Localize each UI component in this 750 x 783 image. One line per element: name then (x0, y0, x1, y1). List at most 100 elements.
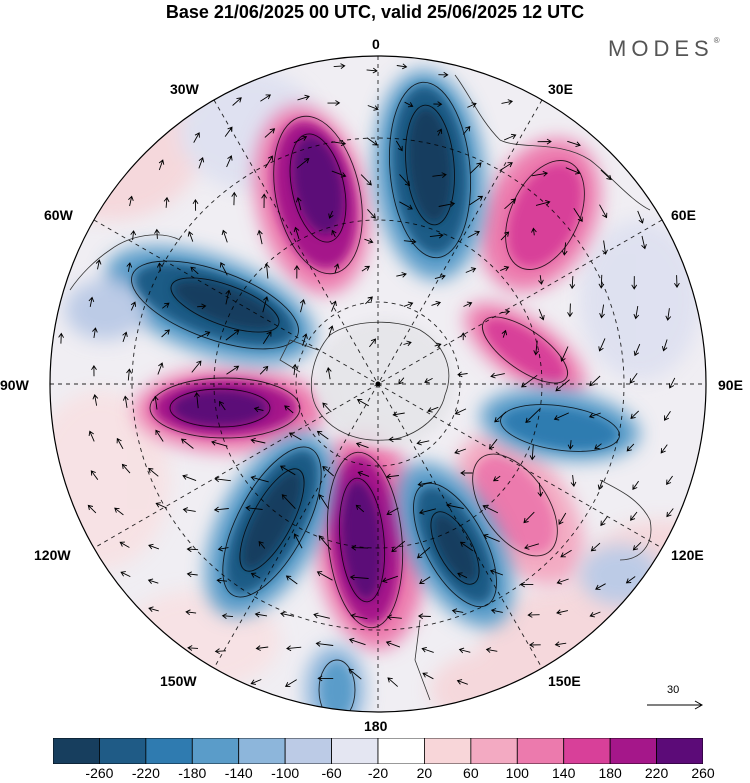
colorbar-tick-label: 260 (691, 765, 715, 781)
colorbar-swatch (377, 738, 425, 764)
wind-arrow (529, 444, 536, 461)
wind-arrow (660, 444, 668, 454)
wind-arrow (293, 135, 308, 144)
wind-arrow (460, 332, 467, 341)
wind-arrow (126, 368, 132, 381)
wind-arrow (87, 504, 97, 514)
wind-arrow (219, 262, 228, 276)
wind-arrow (279, 465, 296, 476)
wind-arrow (531, 170, 549, 177)
wind-arrow (214, 648, 227, 654)
colorbar-swatch (238, 738, 286, 764)
colorbar-swatch (656, 738, 703, 764)
wind-arrow (120, 571, 131, 578)
wind-arrow (364, 238, 374, 244)
wind-arrow (633, 343, 641, 357)
wind-arrow (293, 533, 303, 549)
wind-arrow (503, 133, 517, 141)
wind-arrow (560, 346, 569, 362)
wind-arrow (524, 543, 540, 550)
wind-arrow (467, 102, 477, 108)
wind-arrow (446, 502, 464, 510)
colorbar-swatch (563, 738, 611, 764)
wind-arrow (262, 296, 269, 313)
wind-arrow (366, 67, 378, 74)
wind-arrow (315, 641, 334, 647)
wind-arrow (396, 63, 408, 70)
wind-arrow (434, 342, 442, 349)
wind-arrow (284, 679, 297, 687)
wind-arrow (331, 229, 337, 237)
wind-arrow (191, 360, 202, 373)
wind-arrow (182, 474, 197, 482)
wind-arrow (316, 430, 329, 440)
wind-arrow (193, 132, 200, 143)
wind-arrow (349, 574, 369, 581)
wind-arrow (501, 99, 514, 105)
wind-arrow (666, 475, 673, 485)
wind-arrow (597, 479, 604, 490)
wind-arrow (395, 140, 403, 152)
wind-arrow (460, 470, 473, 476)
wind-arrow (224, 126, 233, 137)
wind-arrow (459, 541, 474, 552)
wind-arrow (565, 167, 581, 175)
colorbar-tick-label: 60 (463, 765, 479, 781)
wind-arrow (186, 546, 199, 553)
wind-arrow (253, 406, 264, 413)
wind-arrow (197, 331, 211, 339)
wind-arrow (130, 301, 137, 311)
wind-arrow (521, 374, 538, 388)
pole-marker (375, 381, 381, 387)
wind-arrow (194, 391, 200, 409)
wind-arrow (554, 641, 567, 648)
colorbar-tick-label: -60 (321, 765, 342, 781)
map-title: Base 21/06/2025 00 UTC, valid 25/06/2025… (165, 2, 585, 22)
wind-arrow (262, 331, 272, 344)
wind-arrow (192, 198, 199, 211)
wind-arrow (385, 640, 401, 648)
wind-arrow (598, 274, 605, 289)
wind-arrow (226, 365, 240, 375)
wind-arrow (500, 309, 511, 315)
wind-arrow (533, 340, 539, 356)
label-90e: 90E (718, 377, 743, 393)
wind-arrow (288, 432, 302, 441)
wind-arrow (403, 301, 414, 308)
colorbar-tick-label: -220 (131, 765, 160, 781)
wind-arrow (451, 608, 464, 615)
wind-arrow (219, 400, 226, 411)
colorbar-swatch (99, 738, 147, 764)
wind-arrow (198, 157, 205, 169)
wind-arrow (317, 675, 334, 682)
wind-arrow (457, 572, 468, 579)
wind-arrow (386, 614, 402, 621)
wind-arrow (280, 611, 295, 618)
wind-arrow (122, 331, 128, 343)
wind-arrow (387, 677, 399, 687)
wind-arrow (429, 232, 444, 239)
wind-arrow (637, 210, 644, 224)
wind-arrow (632, 480, 639, 490)
wind-arrow (454, 448, 467, 455)
wind-arrow (501, 329, 508, 338)
wind-arrow (558, 512, 567, 525)
label-60e: 60E (671, 207, 696, 223)
wind-arrow (595, 583, 606, 590)
wind-arrow (417, 613, 431, 620)
wind-arrow (388, 436, 402, 443)
wind-arrow (661, 339, 668, 352)
wind-arrow (331, 300, 337, 312)
wind-arrow (148, 543, 160, 550)
wind-arrow (365, 296, 373, 305)
wind-arrow (523, 511, 535, 524)
wind-arrow (263, 263, 270, 279)
wind-arrow (357, 470, 370, 477)
wind-arrow (187, 231, 194, 242)
label-120e: 120E (671, 547, 704, 563)
wind-arrow (366, 137, 378, 146)
wind-arrow (250, 679, 262, 685)
colorbar-swatch (53, 738, 100, 764)
wind-arrow (600, 516, 608, 527)
wind-arrow (348, 637, 366, 646)
